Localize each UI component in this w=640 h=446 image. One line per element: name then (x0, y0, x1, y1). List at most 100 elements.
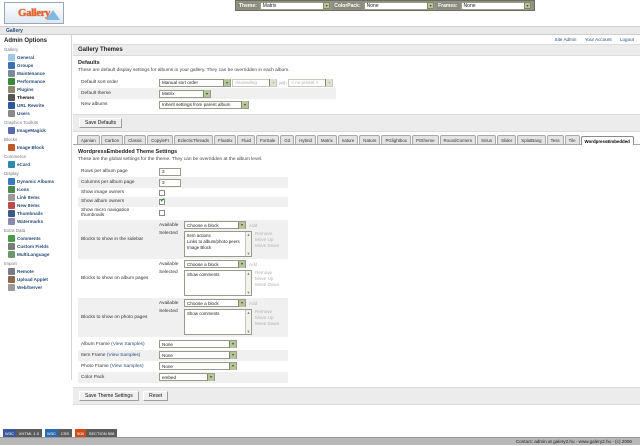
frames-select[interactable]: None ▾ (460, 1, 532, 10)
validation-badge[interactable]: W3C CSS (44, 429, 73, 437)
validation-badge[interactable]: W3C XHTML 1.0 (3, 429, 42, 437)
save-theme-settings-button[interactable]: Save Theme Settings (79, 390, 139, 401)
sidebar-item-image-block[interactable]: Image Block (4, 143, 69, 151)
list-item[interactable]: Image Block (187, 245, 212, 251)
sidebar-item-performance[interactable]: Performance (4, 77, 69, 85)
sidebar-item-ecard[interactable]: eCard (4, 160, 69, 168)
show-micro-nav-checkbox[interactable] (159, 209, 165, 216)
sidebar-item-custom-fields[interactable]: Custom Fields (4, 242, 69, 250)
remove-block-button[interactable]: Remove (255, 309, 273, 315)
default-theme-select[interactable]: Matrix ▾ (159, 89, 211, 98)
selected-blocks-listbox[interactable]: Show comments ▲ ▼ (184, 270, 252, 297)
show-image-owners-checkbox[interactable] (159, 189, 165, 196)
reset-button[interactable]: Reset (143, 390, 169, 401)
tab-wordpressembedded[interactable]: WordpressEmbedded (580, 136, 634, 145)
list-item[interactable]: Links to album/photo peers (187, 239, 240, 245)
tab-forsale[interactable]: ForSale (255, 135, 280, 144)
tab-fluid[interactable]: Fluid (237, 135, 255, 144)
frame-select[interactable]: None ▾ (159, 362, 237, 371)
new-albums-select[interactable]: Inherit settings from parent album ▾ (159, 100, 249, 109)
tab-g3[interactable]: G3 (280, 135, 295, 144)
sidebar-item-users[interactable]: Users (4, 109, 69, 117)
tab-carbon[interactable]: Carbon (100, 135, 124, 144)
your-account-link[interactable]: Your Account (584, 37, 612, 42)
view-samples-link[interactable]: (View Samples) (106, 352, 141, 358)
tab-roundcorners[interactable]: RoundCorners (439, 135, 477, 144)
sidebar-item-web-server[interactable]: Web/Server (4, 283, 69, 291)
sidebar-item-new-items[interactable]: New Items (4, 201, 69, 209)
list-item[interactable]: Item actions (187, 233, 211, 239)
remove-block-button[interactable]: Remove (255, 231, 273, 237)
tab-nature[interactable]: Nature (359, 135, 381, 144)
tab-eclecticthreads[interactable]: EclecticThreads (173, 135, 214, 144)
sidebar-item-icons[interactable]: Icons (4, 185, 69, 193)
tab-tess[interactable]: Tess (546, 135, 564, 144)
remove-block-button[interactable]: Remove (255, 270, 273, 276)
validation-badge[interactable]: 508 SECTION 508 (75, 429, 118, 437)
view-samples-link[interactable]: (View Samples) (111, 341, 145, 347)
sidebar-item-thumbnails[interactable]: Thumbnails (4, 209, 69, 217)
sidebar-item-url-rewrite[interactable]: URL Rewrite (4, 101, 69, 109)
tab-matrix[interactable]: Matrix (316, 135, 337, 144)
columns-per-page-input[interactable]: 3 (159, 178, 181, 187)
selected-blocks-listbox[interactable]: Item actions Links to album/photo peers Im… (184, 231, 252, 258)
sidebar-item-link-items[interactable]: Link Items (4, 193, 69, 201)
color-pack-select[interactable]: embed ▾ (159, 373, 215, 382)
move-down-button[interactable]: Move Down (255, 282, 280, 288)
tab-nature[interactable]: nature (337, 135, 359, 144)
view-samples-link[interactable]: (View Samples) (110, 363, 144, 369)
sidebar-item-remote[interactable]: Remote (4, 267, 69, 275)
list-item[interactable]: Show comments (187, 272, 220, 278)
move-up-button[interactable]: Move Up (255, 315, 274, 321)
sidebar-item-dynamic-albums[interactable]: Dynamic Albums (4, 177, 69, 185)
colorpack-select[interactable]: None ▾ (363, 1, 436, 10)
frame-select[interactable]: None ▾ (159, 351, 237, 360)
breadcrumb[interactable]: Gallery (0, 26, 640, 35)
add-block-button[interactable]: Add (249, 222, 258, 228)
available-blocks-select[interactable]: Choose a block ▾ (184, 260, 246, 269)
available-blocks-select[interactable]: Choose a block ▾ (184, 299, 246, 308)
tab-splatbang[interactable]: SplatBang (517, 135, 546, 144)
scrollbar[interactable]: ▲ ▼ (245, 232, 251, 257)
sidebar-item-comments[interactable]: Comments (4, 234, 69, 242)
sidebar-item-plugins[interactable]: Plugins (4, 85, 69, 93)
move-down-button[interactable]: Move Down (255, 243, 280, 249)
scrollbar[interactable]: ▲ ▼ (245, 271, 251, 296)
tab-pglightbox[interactable]: PGlightbox (381, 135, 411, 144)
tab-classic[interactable]: Classic (124, 135, 147, 144)
available-blocks-select[interactable]: Choose a block ▾ (184, 221, 246, 230)
add-block-button[interactable]: Add (249, 300, 258, 306)
tab-ajanian[interactable]: Ajanian (77, 135, 100, 144)
sidebar-item-groups[interactable]: Groups (4, 61, 69, 69)
scrollbar[interactable]: ▲ ▼ (245, 310, 251, 335)
sidebar-item-maintenance[interactable]: Maintenance (4, 69, 69, 77)
save-defaults-button[interactable]: Save Defaults (79, 118, 123, 128)
tab-pgtheme[interactable]: PGtheme (411, 135, 439, 144)
show-album-owners-checkbox[interactable] (159, 198, 165, 205)
tab-copyleft[interactable]: CopyleFt (147, 135, 173, 144)
rows-per-page-input[interactable]: 3 (159, 167, 181, 176)
logout-link[interactable]: Logout (619, 37, 634, 42)
tab-sirius[interactable]: Sirius (477, 135, 497, 144)
tab-hybrid[interactable]: Hybrid (295, 135, 316, 144)
sidebar-item-themes[interactable]: Themes (4, 93, 69, 101)
sidebar-item-general[interactable]: General (4, 53, 69, 61)
theme-select[interactable]: Matrix ▾ (259, 1, 332, 10)
site-admin-link[interactable]: Site Admin (554, 37, 577, 42)
default-sort-order-select[interactable]: Manual sort order ▾ (159, 78, 231, 87)
sidebar-item-imagemagick[interactable]: ImageMagick (4, 126, 69, 134)
frame-select[interactable]: None ▾ (159, 340, 237, 349)
tab-floatrix[interactable]: Floatrix (214, 135, 237, 144)
tab-slider[interactable]: Slider (497, 135, 517, 144)
sidebar-item-multilanguage[interactable]: MultiLanguage (4, 250, 69, 258)
gallery-logo[interactable]: Gallery (4, 2, 64, 24)
move-up-button[interactable]: Move Up (255, 237, 274, 243)
sidebar-item-watermarks[interactable]: Watermarks (4, 217, 69, 225)
add-block-button[interactable]: Add (249, 261, 258, 267)
move-up-button[interactable]: Move Up (255, 276, 274, 282)
selected-blocks-listbox[interactable]: Show comments ▲ ▼ (184, 309, 252, 336)
sidebar-item-upload-applet[interactable]: Upload Applet (4, 275, 69, 283)
move-down-button[interactable]: Move Down (255, 321, 280, 327)
tab-tile[interactable]: Tile (564, 135, 580, 144)
list-item[interactable]: Show comments (187, 311, 220, 317)
